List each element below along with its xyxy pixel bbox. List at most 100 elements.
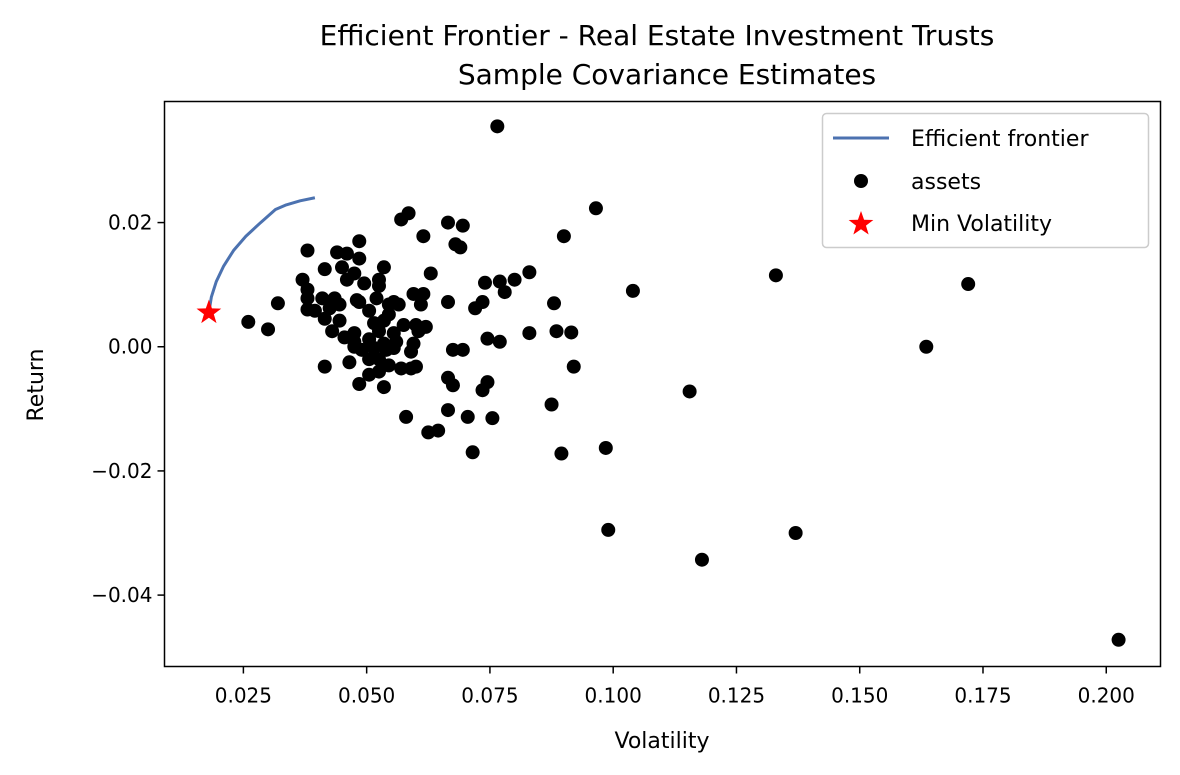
y-tick-label: 0.00	[108, 335, 153, 359]
legend-min-volatility-label: Min Volatility	[911, 212, 1052, 237]
asset-point	[490, 119, 505, 134]
asset-point	[362, 303, 377, 318]
asset-point	[399, 409, 414, 424]
x-tick-label: 0.050	[338, 684, 395, 708]
asset-point	[445, 342, 460, 357]
efficient-frontier-line	[207, 196, 316, 313]
asset-point	[694, 552, 709, 567]
asset-point	[362, 352, 377, 367]
asset-point	[788, 526, 803, 541]
chart-subtitle: Sample Covariance Estimates	[458, 58, 876, 91]
asset-point	[376, 260, 391, 275]
asset-point	[492, 274, 507, 289]
asset-point	[492, 334, 507, 349]
assets-layer	[241, 119, 1126, 647]
asset-point	[478, 275, 492, 290]
plot-area	[196, 119, 1126, 647]
asset-point	[352, 234, 367, 249]
x-tick-label: 0.075	[461, 684, 518, 708]
asset-point	[423, 266, 438, 281]
asset-point	[480, 331, 495, 346]
asset-point	[455, 218, 470, 233]
asset-point	[317, 262, 332, 277]
asset-point	[386, 340, 401, 355]
asset-point	[441, 295, 456, 310]
x-tick-label: 0.150	[831, 684, 888, 708]
legend-min-volatility-swatch	[848, 211, 874, 235]
asset-point	[404, 344, 419, 359]
asset-point	[342, 355, 357, 370]
asset-point	[261, 322, 276, 337]
asset-point	[455, 342, 470, 357]
y-tick-label: −0.04	[91, 583, 152, 607]
asset-point	[431, 423, 446, 438]
asset-point	[371, 364, 386, 379]
asset-point	[411, 324, 426, 339]
min-volatility-layer	[196, 299, 222, 324]
asset-point	[522, 326, 537, 341]
asset-point	[416, 286, 431, 301]
plot-frame	[163, 100, 1162, 668]
asset-point	[522, 265, 537, 280]
asset-point	[544, 397, 559, 412]
asset-point	[376, 313, 391, 328]
asset-point	[919, 339, 934, 354]
asset-point	[468, 301, 483, 316]
asset-point	[507, 272, 522, 287]
asset-point	[371, 324, 386, 339]
legend: Efficient frontier assets Min Volatility	[821, 112, 1150, 249]
y-tick-label: 0.02	[108, 211, 153, 235]
asset-point	[485, 411, 500, 426]
legend-frontier-label: Efficient frontier	[911, 127, 1089, 152]
asset-point	[335, 260, 349, 275]
asset-point	[381, 297, 396, 312]
asset-point	[564, 325, 579, 340]
asset-point	[315, 291, 330, 306]
x-tick-label: 0.100	[585, 684, 642, 708]
x-tick-label: 0.200	[1078, 684, 1135, 708]
x-tick-label: 0.025	[215, 684, 272, 708]
asset-point	[465, 445, 480, 460]
asset-point	[549, 324, 564, 339]
asset-point	[300, 291, 315, 306]
asset-point	[406, 286, 421, 301]
asset-point	[460, 409, 475, 424]
y-axis-label: Return	[24, 348, 49, 421]
asset-point	[1111, 632, 1126, 647]
asset-point	[601, 522, 616, 537]
asset-point	[598, 440, 613, 455]
y-axis-ticks: 0.02 0.00 −0.02 −0.04	[91, 211, 165, 607]
asset-point	[322, 301, 337, 316]
asset-point	[339, 272, 354, 287]
min-volatility-point	[196, 299, 222, 324]
asset-point	[625, 283, 640, 298]
asset-point	[556, 229, 571, 244]
asset-point	[317, 311, 332, 326]
asset-point	[445, 378, 460, 393]
asset-point	[307, 303, 322, 318]
asset-point	[394, 361, 409, 376]
asset-point	[270, 296, 285, 311]
asset-point	[352, 377, 367, 391]
asset-point	[339, 246, 354, 261]
asset-point	[317, 359, 332, 374]
frontier-layer	[207, 196, 316, 313]
asset-point	[554, 446, 569, 461]
asset-point	[391, 297, 406, 312]
asset-point	[325, 324, 340, 339]
asset-point	[453, 240, 468, 255]
asset-point	[441, 403, 456, 418]
asset-point	[416, 229, 431, 244]
asset-point	[352, 251, 367, 266]
legend-assets-label: assets	[911, 170, 981, 195]
asset-point	[357, 276, 372, 291]
asset-point	[547, 296, 562, 311]
asset-point	[394, 212, 409, 227]
asset-point	[413, 297, 428, 312]
asset-point	[475, 383, 490, 398]
x-axis-ticks: 0.025 0.050 0.075 0.100 0.125 0.150 0.175 0.200	[215, 666, 1135, 708]
legend-assets-swatch	[854, 174, 868, 188]
asset-point	[367, 340, 382, 355]
x-axis-label: Volatility	[614, 729, 709, 754]
